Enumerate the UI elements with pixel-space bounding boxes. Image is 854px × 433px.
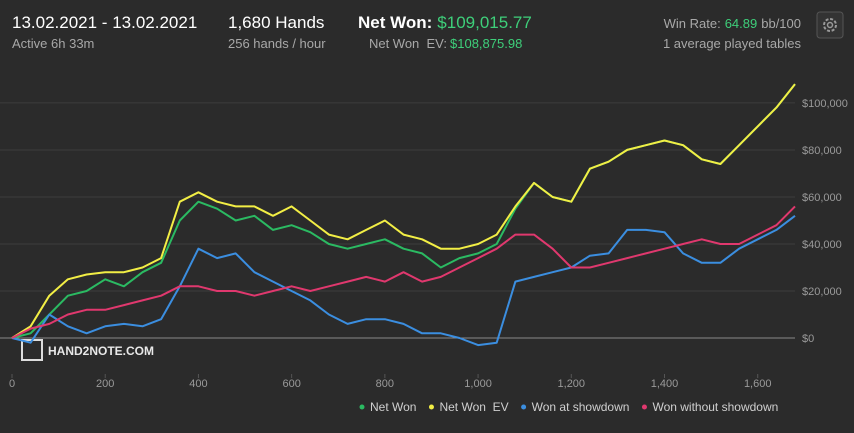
active-time: Active 6h 33m xyxy=(12,36,94,51)
legend-dot xyxy=(641,404,647,410)
date-range: 13.02.2021 - 13.02.2021 xyxy=(12,13,197,32)
legend-label: Net Won xyxy=(370,400,416,414)
ev-label: Net Won EV: xyxy=(369,36,447,51)
y-tick-label: $20,000 xyxy=(802,286,842,298)
hands: 1,680 Hands xyxy=(228,13,324,32)
x-tick-label: 1,600 xyxy=(744,378,772,390)
x-tick-label: 1,200 xyxy=(558,378,586,390)
gear-hub xyxy=(826,21,834,29)
x-tick-label: 1,000 xyxy=(464,378,492,390)
legend-dot xyxy=(359,404,365,410)
series-line xyxy=(11,215,796,347)
logo xyxy=(21,339,43,361)
ev-value: $108,875.98 xyxy=(450,36,522,51)
y-tick-label: $60,000 xyxy=(802,192,842,204)
x-tick-label: 600 xyxy=(282,378,300,390)
net-won-value: $109,015.77 xyxy=(437,13,532,32)
legend-label: Won at showdown xyxy=(532,400,630,414)
y-tick-label: $80,000 xyxy=(802,145,842,157)
legend-label: Net Won EV xyxy=(439,400,508,414)
series-line xyxy=(11,205,796,339)
x-tick-label: 200 xyxy=(96,378,114,390)
legend-label: Won without showdown xyxy=(652,400,778,414)
series-line xyxy=(11,83,796,339)
y-tick-label: $100,000 xyxy=(802,98,848,110)
win-rate: Win Rate: 64.89 bb/100 xyxy=(664,16,801,31)
hands-rate: 256 hands / hour xyxy=(228,36,326,51)
x-tick-label: 0 xyxy=(9,378,15,390)
win-rate-unit: bb/100 xyxy=(761,16,801,31)
y-tick-label: $0 xyxy=(802,333,814,345)
watermark-text: HAND2NOTE.COM xyxy=(48,344,154,358)
net-won-label: Net Won: xyxy=(358,13,432,32)
settings-box[interactable] xyxy=(816,11,844,39)
tables: 1 average played tables xyxy=(663,36,802,51)
settings-button[interactable] xyxy=(816,11,844,39)
win-rate-label: Win Rate: xyxy=(664,16,721,31)
legend-dot xyxy=(428,404,434,410)
win-rate-value: 64.89 xyxy=(725,16,758,31)
net-won: Net Won: $109,015.77 xyxy=(358,13,532,32)
series-line xyxy=(11,83,796,339)
watermark: HAND2NOTE.COM xyxy=(21,339,154,361)
x-tick-label: 800 xyxy=(376,378,394,390)
x-tick-label: 1,400 xyxy=(651,378,679,390)
y-tick-label: $40,000 xyxy=(802,239,842,251)
legend-dot xyxy=(521,404,527,410)
gear xyxy=(823,18,837,32)
x-tick-label: 400 xyxy=(189,378,207,390)
